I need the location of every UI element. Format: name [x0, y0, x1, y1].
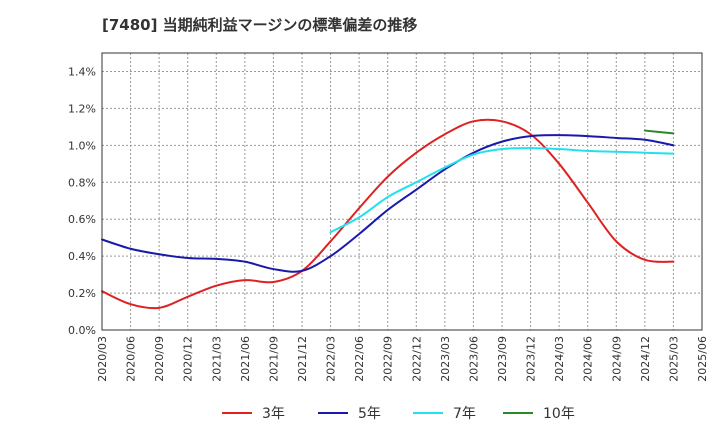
x-tick-label: 2021/09 [267, 336, 280, 382]
legend: 3年 5年 7年 10年 [222, 406, 575, 422]
x-tick-label: 2025/06 [696, 336, 709, 382]
x-tick-label: 2021/03 [210, 336, 223, 382]
x-tick-label: 2022/06 [353, 336, 366, 382]
plot-frame [101, 52, 703, 331]
legend-label-0: 3年 [262, 406, 285, 422]
grid-layer [102, 53, 702, 330]
series-line-0 [101, 118, 675, 310]
legend-label-3: 10年 [543, 406, 575, 422]
y-tick-label: 0.6% [68, 213, 96, 226]
x-tick-label: 2023/09 [496, 336, 509, 382]
x-tick-label: 2020/09 [153, 336, 166, 382]
x-tick-label: 2025/03 [667, 336, 680, 382]
chart-title: [7480] 当期純利益マージンの標準偏差の推移 [102, 16, 417, 34]
y-tick-label: 0.0% [68, 324, 96, 337]
x-tick-label: 2022/12 [410, 336, 423, 382]
x-tick-label: 2024/06 [582, 336, 595, 382]
series-line-3 [643, 129, 675, 135]
y-tick-label: 1.4% [68, 65, 96, 78]
series-line-2 [329, 147, 675, 234]
series-layer [101, 118, 675, 310]
y-tick-label: 0.8% [68, 176, 96, 189]
x-tick-label: 2020/12 [182, 336, 195, 382]
x-tick-label: 2021/12 [296, 336, 309, 382]
legend-label-1: 5年 [358, 406, 381, 422]
x-tick-label: 2020/06 [125, 336, 138, 382]
x-tick-label: 2023/03 [439, 336, 452, 382]
x-tick-label: 2021/06 [239, 336, 252, 382]
x-tick-label: 2023/06 [467, 336, 480, 382]
series-line-1 [101, 134, 675, 273]
y-tick-label: 0.2% [68, 287, 96, 300]
x-tick-label: 2024/03 [553, 336, 566, 382]
y-tick-label: 1.2% [68, 102, 96, 115]
x-tick-label: 2020/03 [96, 336, 109, 382]
x-tick-label: 2024/09 [610, 336, 623, 382]
y-tick-label: 1.0% [68, 139, 96, 152]
axis-layer: 2020/03 2020/06 2020/09 2020/12 2021/03 2021/… [68, 65, 709, 381]
legend-label-2: 7年 [453, 406, 476, 422]
y-tick-label: 0.4% [68, 250, 96, 263]
x-tick-label: 2022/03 [325, 336, 338, 382]
x-tick-label: 2022/09 [382, 336, 395, 382]
x-tick-label: 2024/12 [639, 336, 652, 382]
x-tick-label: 2023/12 [525, 336, 538, 382]
